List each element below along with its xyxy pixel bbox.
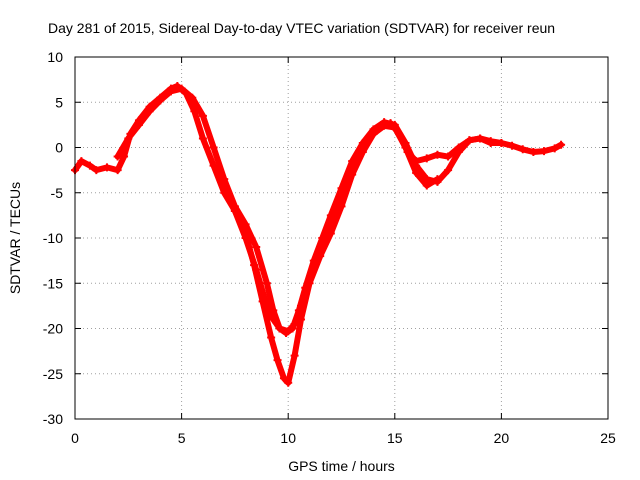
data-point [209, 143, 218, 152]
data-point [296, 301, 305, 310]
data-point [230, 206, 239, 215]
data-point [550, 144, 559, 153]
data-point [401, 143, 410, 152]
data-point [390, 123, 399, 132]
data-point [476, 134, 485, 143]
data-point [262, 279, 271, 288]
y-tick-label: -5 [51, 185, 64, 201]
data-point [113, 166, 122, 175]
data-point [188, 93, 197, 102]
data-point [284, 378, 293, 387]
data-point [269, 315, 278, 324]
data-point [422, 181, 431, 190]
y-tick-label: -30 [43, 411, 63, 427]
x-axis-label: GPS time / hours [288, 458, 395, 474]
y-tick-label: 0 [55, 140, 63, 156]
data-point [145, 107, 154, 116]
data-point [252, 243, 261, 252]
y-tick-label: 5 [55, 94, 63, 110]
data-point [241, 234, 250, 242]
data-point [273, 356, 282, 365]
data-point [348, 166, 357, 175]
x-tick-label: 25 [600, 430, 616, 446]
y-tick-label: -10 [43, 230, 63, 246]
data-point [412, 168, 421, 177]
x-tick-label: 20 [494, 430, 510, 446]
data-point [529, 148, 538, 157]
data-point [380, 121, 389, 130]
data-point [198, 134, 207, 143]
chart-title: Day 281 of 2015, Sidereal Day-to-day VTE… [48, 20, 555, 36]
x-tick-label: 10 [280, 430, 296, 446]
data-point [166, 87, 175, 96]
y-axis-label: SDTVAR / TECUs [7, 182, 23, 294]
data-point [337, 197, 346, 206]
data-point [85, 161, 94, 170]
y-tick-label: 10 [47, 49, 63, 65]
data-point [284, 327, 293, 336]
data-point [198, 111, 207, 120]
data-point [369, 129, 378, 138]
data-point [262, 301, 271, 310]
data-point [433, 150, 442, 159]
y-tick-label: -15 [43, 275, 63, 291]
data-point [326, 220, 335, 229]
data-point [444, 166, 453, 175]
ticks: 0 5 10 15 20 25 -30 -25 -20 -15 -10 -5 0 5 10 [43, 49, 616, 446]
series-track-c [231, 122, 441, 335]
data-point [497, 138, 506, 147]
data-point [444, 152, 453, 161]
data-point [454, 148, 463, 157]
data-point [177, 84, 186, 93]
data-point [279, 374, 288, 383]
data-point [508, 141, 517, 150]
data-point [433, 175, 442, 184]
data-points [71, 81, 566, 387]
data-point [465, 136, 474, 145]
x-tick-label: 0 [71, 430, 79, 446]
data-point [275, 324, 284, 333]
data-point [220, 175, 229, 184]
data-point [518, 145, 527, 154]
y-tick-label: -20 [43, 321, 63, 337]
data-point [540, 147, 549, 156]
data-point [422, 154, 431, 163]
data-point [156, 96, 165, 105]
data-point [124, 134, 133, 143]
y-tick-label: -25 [43, 366, 63, 382]
data-point [290, 319, 299, 328]
data-point [113, 152, 122, 161]
data-point [486, 137, 495, 146]
data-point [305, 274, 314, 283]
data-point [358, 143, 367, 152]
data-point [92, 166, 101, 175]
data-point [102, 163, 111, 172]
data-point [557, 140, 566, 149]
data-point [252, 265, 261, 274]
data-point [134, 120, 143, 129]
x-tick-label: 5 [178, 430, 186, 446]
data-point [209, 161, 218, 170]
data-point [267, 333, 276, 342]
data-point [77, 157, 86, 166]
grid [75, 57, 608, 419]
data-point [290, 351, 299, 360]
x-tick-label: 15 [387, 430, 403, 446]
data-point [316, 243, 325, 252]
